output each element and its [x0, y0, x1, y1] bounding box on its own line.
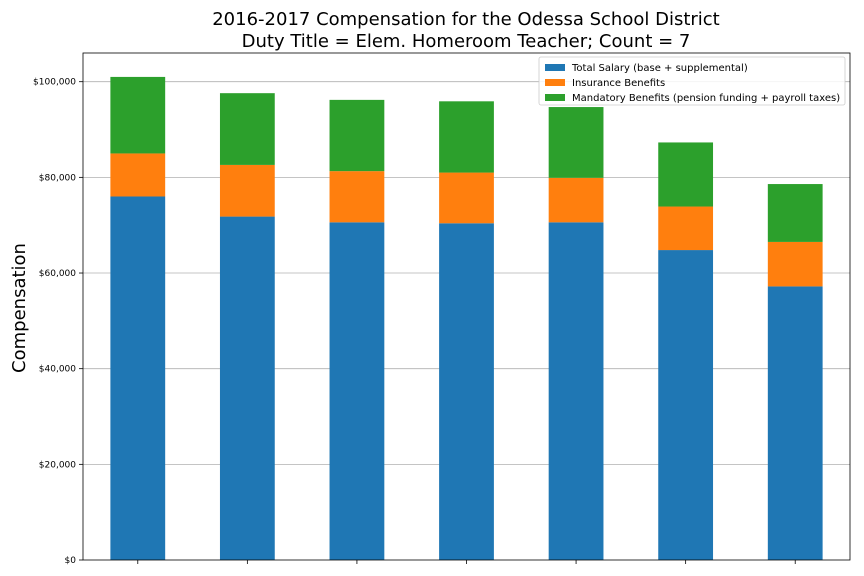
- bar-series0-cat3: [439, 223, 494, 561]
- bar-series1-cat3: [439, 172, 494, 224]
- bar-series1-cat6: [767, 241, 823, 287]
- bar-series2-cat0: [110, 76, 166, 154]
- bar-series2-cat3: [439, 101, 494, 173]
- legend-swatch-0: [545, 64, 565, 71]
- bar-series0-cat6: [767, 286, 823, 560]
- bar-series0-cat1: [219, 216, 275, 561]
- bar-series2-cat4: [548, 107, 604, 178]
- y-tick-label-0: $0: [65, 556, 77, 566]
- bar-series2-cat1: [219, 93, 275, 165]
- bar-series1-cat0: [110, 153, 166, 197]
- bar-series2-cat5: [658, 142, 714, 207]
- axes: $0 $20,000 $40,000 $60,000 $80,000 $100,000: [33, 52, 851, 566]
- legend-label-0: Total Salary (base + supplemental): [571, 63, 748, 74]
- bar-series0-cat5: [658, 250, 714, 561]
- bar-series1-cat1: [219, 164, 275, 217]
- bar-series1-cat2: [329, 171, 385, 223]
- y-tick-label-2: $40,000: [39, 365, 76, 375]
- legend-box: [538, 56, 846, 106]
- y-tick-label-4: $80,000: [39, 173, 76, 183]
- y-tick-label-3: $60,000: [39, 269, 76, 279]
- legend-label-2: Mandatory Benefits (pension funding + pa…: [572, 93, 840, 104]
- y-tick-label-5: $100,000: [33, 78, 76, 88]
- legend-swatch-2: [545, 94, 565, 101]
- bar-series0-cat4: [548, 222, 604, 561]
- legend-label-1: Insurance Benefits: [572, 78, 665, 89]
- bar-series2-cat2: [329, 99, 385, 172]
- legend-swatch-1: [545, 79, 565, 86]
- y-tick-label-1: $20,000: [39, 460, 76, 470]
- plot-frame: [82, 52, 851, 561]
- y-axis-label: Compensation: [9, 243, 30, 373]
- bar-series2-cat6: [767, 184, 823, 242]
- bar-series1-cat4: [548, 177, 604, 223]
- bars: [110, 76, 823, 561]
- bar-series1-cat5: [658, 206, 714, 251]
- legend: Total Salary (base + supplemental) Insura…: [538, 56, 846, 106]
- bar-series0-cat2: [329, 222, 385, 561]
- chart-title-line-1: 2016-2017 Compensation for the Odessa Sc…: [212, 9, 720, 30]
- chart-title-line-2: Duty Title = Elem. Homeroom Teacher; Cou…: [242, 31, 691, 52]
- bar-series0-cat0: [110, 196, 166, 560]
